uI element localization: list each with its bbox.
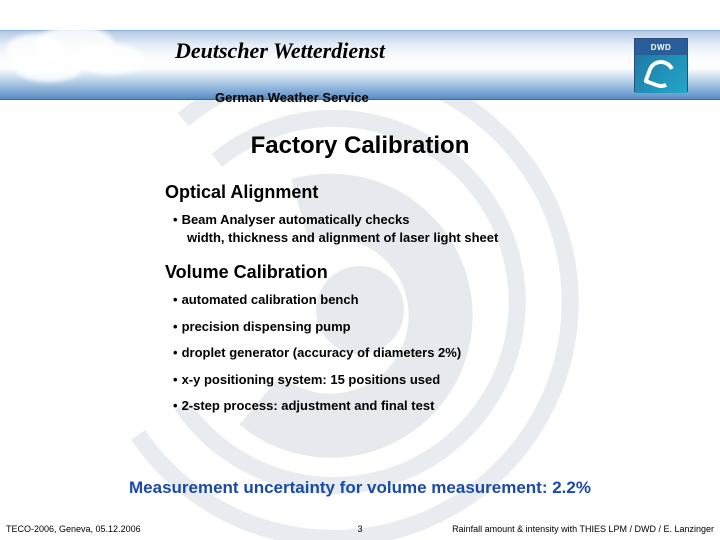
section-volume: Volume Calibration •automated calibratio… <box>165 262 680 415</box>
bullet-text: droplet generator (accuracy of diameters… <box>182 345 462 360</box>
slide-title: Factory Calibration <box>40 132 680 160</box>
logo-swirl-icon <box>635 55 687 93</box>
section-heading: Optical Alignment <box>165 182 680 203</box>
section-optical: Optical Alignment •Beam Analyser automat… <box>165 182 680 246</box>
bullet-text: Beam Analyser automatically checks <box>182 212 410 227</box>
brand-subtitle: German Weather Service <box>215 90 369 105</box>
brand-logo: DWD <box>634 38 688 92</box>
footer-right: Rainfall amount & intensity with THIES L… <box>452 524 714 534</box>
bullet-item: •2-step process: adjustment and final te… <box>173 397 680 415</box>
bullet-text: x-y positioning system: 15 positions use… <box>182 372 441 387</box>
bullet-text: automated calibration bench <box>182 292 359 307</box>
bullet-item: •x-y positioning system: 15 positions us… <box>173 371 680 389</box>
logo-text: DWD <box>635 39 687 55</box>
footer: TECO-2006, Geneva, 05.12.2006 3 Rainfall… <box>0 524 720 534</box>
bullet-item: •Beam Analyser automatically checks widt… <box>173 211 680 246</box>
content-area: Factory Calibration Optical Alignment •B… <box>0 120 720 431</box>
bullet-text: 2-step process: adjustment and final tes… <box>182 398 435 413</box>
header-clouds <box>0 30 200 90</box>
highlight-line: Measurement uncertainty for volume measu… <box>0 478 720 498</box>
brand-wordmark: Deutscher Wetterdienst <box>175 38 385 64</box>
bullet-item: •droplet generator (accuracy of diameter… <box>173 344 680 362</box>
slide: Deutscher Wetterdienst German Weather Se… <box>0 0 720 540</box>
section-heading: Volume Calibration <box>165 262 680 283</box>
bullet-item: •precision dispensing pump <box>173 318 680 336</box>
footer-left: TECO-2006, Geneva, 05.12.2006 <box>6 524 141 534</box>
bullet-item: •automated calibration bench <box>173 291 680 309</box>
bullet-text: precision dispensing pump <box>182 319 351 334</box>
bullet-text: width, thickness and alignment of laser … <box>187 229 680 247</box>
footer-page-number: 3 <box>357 524 362 534</box>
